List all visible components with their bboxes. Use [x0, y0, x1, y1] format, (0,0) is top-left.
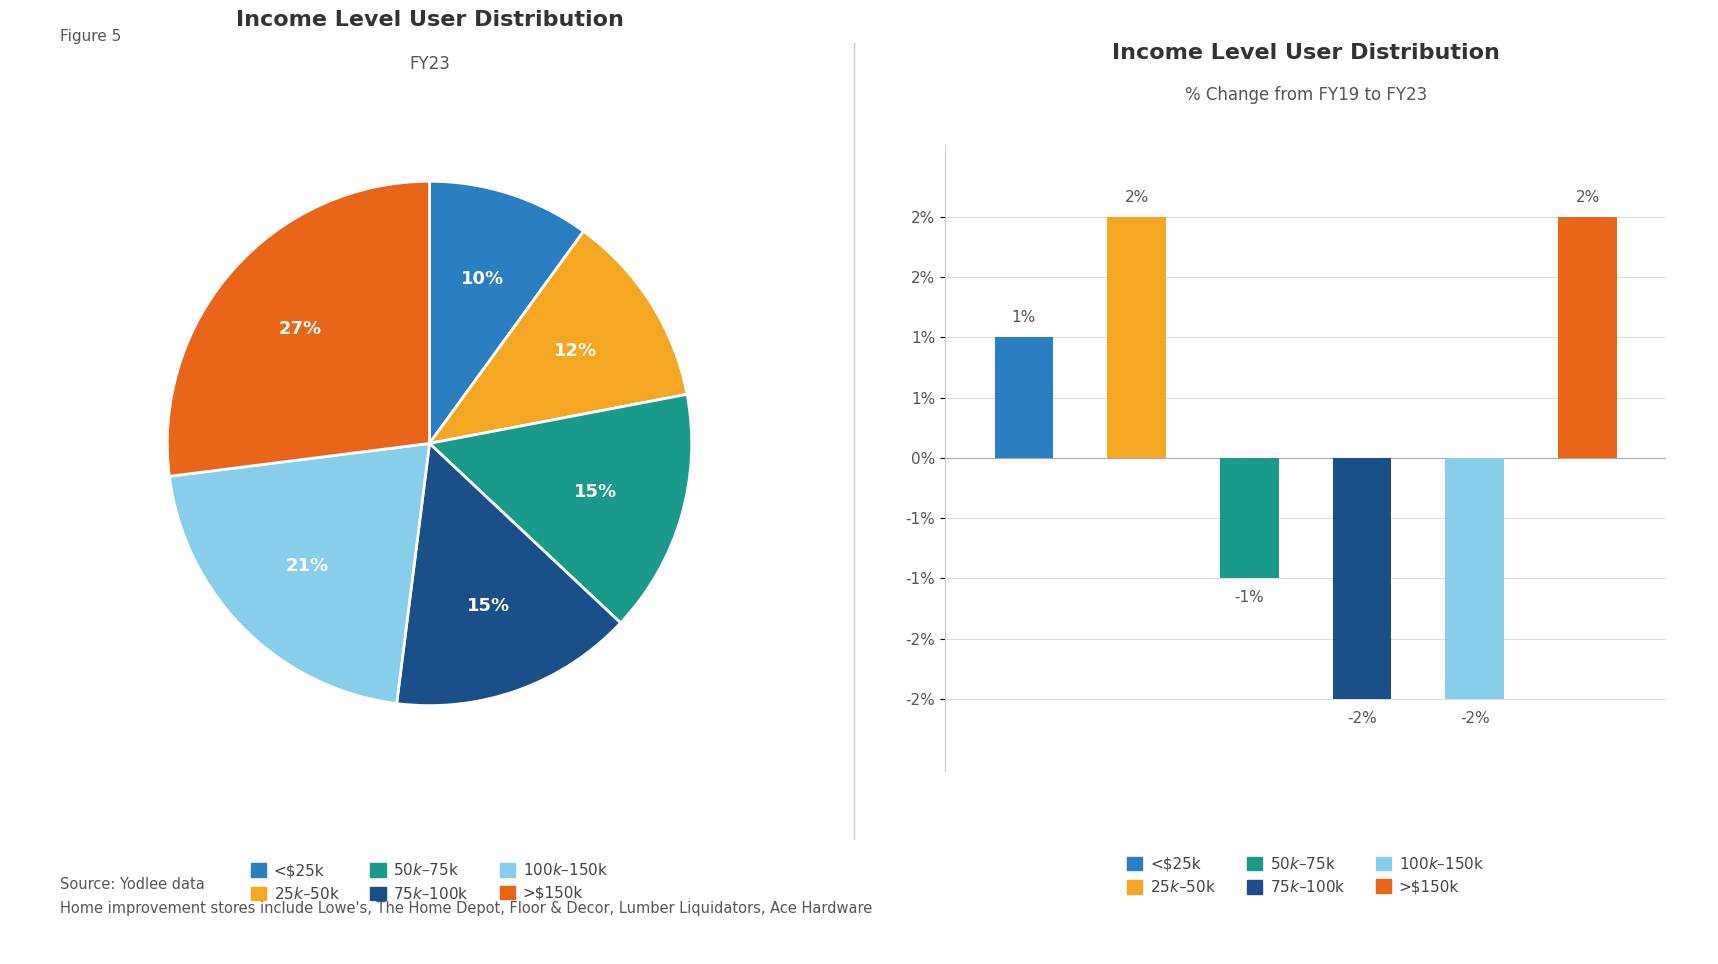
Bar [1333, 458, 1392, 699]
Text: 12%: 12% [553, 341, 598, 360]
Text: % Change from FY19 to FY23: % Change from FY19 to FY23 [1184, 86, 1428, 104]
Text: 15%: 15% [467, 598, 510, 615]
Text: 1%: 1% [1012, 310, 1036, 325]
Text: 2%: 2% [1575, 190, 1599, 204]
Wedge shape [430, 394, 692, 623]
Legend: <$25k, $25k–$50k, $50k–$75k, $75k–$100k, $100k–$150k, >$150k: <$25k, $25k–$50k, $50k–$75k, $75k–$100k,… [1120, 849, 1491, 901]
Text: 10%: 10% [462, 270, 505, 288]
Text: Income Level User Distribution: Income Level User Distribution [1112, 43, 1500, 63]
Text: Income Level User Distribution: Income Level User Distribution [235, 11, 624, 31]
Wedge shape [430, 181, 584, 443]
Text: 21%: 21% [285, 557, 328, 575]
Text: -1%: -1% [1235, 590, 1264, 605]
Text: Figure 5: Figure 5 [60, 29, 122, 44]
Bar [1445, 458, 1505, 699]
Text: 27%: 27% [278, 320, 321, 338]
Text: FY23: FY23 [409, 55, 450, 73]
Text: Source: Yodlee data
Home improvement stores include Lowe's, The Home Depot, Floo: Source: Yodlee data Home improvement sto… [60, 877, 873, 916]
Text: -2%: -2% [1347, 710, 1376, 726]
Bar [1220, 458, 1278, 578]
Text: 15%: 15% [574, 483, 617, 500]
Bar [1558, 217, 1617, 458]
Wedge shape [167, 181, 430, 476]
Wedge shape [397, 443, 620, 706]
Bar [1106, 217, 1167, 458]
Wedge shape [430, 231, 687, 443]
Bar [995, 337, 1053, 458]
Wedge shape [170, 443, 430, 704]
Legend: <$25k, $25k–$50k, $50k–$75k, $75k–$100k, $100k–$150k, >$150k: <$25k, $25k–$50k, $50k–$75k, $75k–$100k,… [244, 856, 615, 908]
Text: -2%: -2% [1460, 710, 1490, 726]
Text: 2%: 2% [1125, 190, 1149, 204]
